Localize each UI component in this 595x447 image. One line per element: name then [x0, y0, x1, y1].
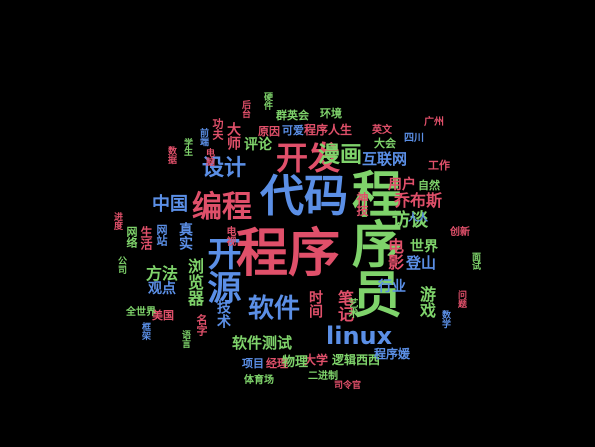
word-ruanjianceshi: 软件测试	[232, 334, 293, 352]
word-jingli: 经理	[266, 357, 288, 370]
word-sichuan: 四川	[404, 133, 424, 144]
word-chengxuyuan: 程序员	[344, 168, 402, 318]
word-jindu: 进度	[112, 212, 122, 230]
word-chengxuyuanshort: 程序媛	[374, 347, 411, 361]
word-tiyu: 体育场	[244, 375, 274, 386]
word-qiaobusi: 乔布斯	[394, 191, 443, 210]
word-shijie: 世界	[410, 239, 438, 255]
word-luojiqisi: 逻辑西西	[332, 353, 381, 367]
word-wangluo: 网络	[125, 226, 138, 248]
word-kaifa: 开发	[276, 139, 341, 177]
word-meiguo: 美国	[152, 309, 174, 322]
word-shuxue: 数学	[440, 310, 450, 328]
word-dengshan: 登山	[406, 254, 437, 272]
word-shenqi: 神技	[355, 192, 369, 216]
word-linux: linux	[326, 322, 393, 350]
word-wenti: 问题	[456, 290, 466, 308]
word-kaiyuan: 开源	[201, 236, 241, 304]
word-wangzhan: 网站	[155, 224, 168, 246]
word-yishu: 艺术	[346, 298, 357, 318]
word-fangfa: 方法	[146, 264, 179, 283]
word-huanjing: 环境	[320, 107, 342, 120]
word-chuangxin: 创新	[450, 227, 470, 238]
word-gongfu: 功夫	[211, 118, 224, 140]
word-mingzi: 名字	[195, 314, 208, 336]
word-quanshijie: 全世界	[126, 307, 156, 318]
word-yuyan: 语言	[180, 330, 190, 348]
word-guandian: 观点	[148, 281, 176, 297]
word-shijian: 时间	[307, 290, 323, 318]
word-youxi: 游戏	[417, 286, 436, 318]
word-yonghu: 用户	[388, 177, 416, 193]
word-jishu: 技术	[215, 300, 231, 328]
word-diannao: 电脑	[204, 148, 214, 166]
word-yingjian: 硬件	[262, 92, 272, 110]
word-renren: 人人	[408, 213, 428, 224]
word-daima: 代码	[260, 171, 348, 222]
word-chengxurensheng: 程序人生	[304, 123, 353, 137]
word-mianshi: 面试	[470, 252, 480, 270]
word-xiangmu: 项目	[242, 357, 264, 370]
word-ziran: 自然	[418, 179, 440, 192]
word-yingwen: 英文	[372, 125, 392, 136]
word-dianshi: 电视	[224, 226, 235, 246]
word-zhenshi: 真实	[177, 222, 193, 250]
word-wuli: 物理	[282, 355, 309, 370]
word-qianduan: 前端	[198, 128, 208, 146]
word-houtai: 后台	[240, 100, 250, 118]
word-sheji: 设计	[202, 156, 247, 181]
word-chengxu: 程序	[236, 224, 341, 284]
word-hulianwang: 互联网	[362, 150, 408, 168]
word-zhongguo: 中国	[152, 194, 188, 215]
word-gongsi: 公司	[116, 256, 126, 274]
word-sishu: 司令官	[334, 381, 362, 391]
word-hangye: 行业	[378, 279, 406, 295]
word-keai: 可爱	[282, 124, 304, 137]
word-xuesheng: 学生	[182, 138, 192, 156]
word-biji: 笔记	[335, 290, 354, 322]
word-dashi: 大师	[225, 122, 241, 150]
word-dianying: 电影	[385, 238, 404, 270]
word-biancheng: 编程	[192, 190, 252, 225]
word-ruanjian: 软件	[248, 294, 301, 324]
word-qunying: 群英会	[276, 109, 309, 122]
word-shenghuo: 生活	[139, 226, 153, 250]
word-manhua: 漫画	[318, 143, 363, 168]
word-yuanyin: 原因	[258, 125, 280, 138]
word-gongzuo: 工作	[428, 159, 450, 172]
word-erjinzhi: 二进制	[308, 371, 338, 382]
word-guangzhou: 广州	[424, 117, 444, 128]
word-liulanqi: 浏览器	[185, 258, 204, 306]
word-dahui: 大会	[374, 137, 396, 150]
word-daxue: 大学	[304, 353, 329, 367]
word-shuju: 数据	[166, 146, 176, 164]
word-pinglun: 评论	[244, 137, 272, 153]
word-kuangjia: 框架	[140, 322, 150, 340]
word-fangtan: 访谈	[392, 210, 428, 231]
